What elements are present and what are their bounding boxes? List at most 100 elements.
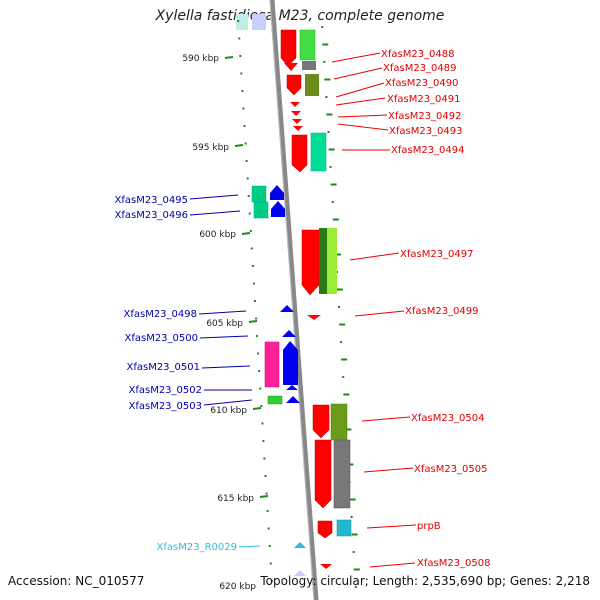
gene-XfasM23_0493[interactable]: [293, 126, 303, 131]
gene-XfasM23_0488[interactable]: [280, 29, 297, 67]
gene-XfasM23_0499[interactable]: [307, 315, 321, 320]
scale-label: 620 kbp: [219, 582, 256, 592]
gene-XfasM23_0498[interactable]: [280, 305, 294, 312]
tick-dot: [351, 533, 358, 536]
gene-XfasM23_0494[interactable]: [291, 134, 308, 173]
tick-dot: [246, 177, 249, 180]
tick-dot: [240, 72, 243, 75]
label-XfasM23_0496[interactable]: XfasM23_0496: [114, 210, 188, 221]
tick-dot: [327, 131, 330, 133]
gene-XfasM23_0497-lime[interactable]: [327, 228, 337, 294]
label-XfasM23_0489[interactable]: XfasM23_0489: [383, 63, 457, 74]
tick-dot: [263, 457, 266, 460]
gene-XfasM23_0504-olive[interactable]: [330, 403, 348, 441]
scale-tick: [259, 495, 269, 498]
tick-dot: [350, 516, 353, 518]
accession-text: Accession: NC_010577: [8, 574, 145, 588]
label-XfasM23_R0029[interactable]: XfasM23_R0029: [157, 542, 237, 553]
label-XfasM23_0492[interactable]: XfasM23_0492: [388, 111, 462, 122]
tick-dot: [255, 317, 258, 320]
forward-genes: [280, 29, 352, 569]
gene-XfasM23_0490-olive[interactable]: [305, 74, 319, 96]
gene-XfasM23_0489[interactable]: [284, 63, 298, 71]
tick-dot: [334, 253, 341, 256]
tick-dot: [262, 440, 265, 442]
tick-dot: [237, 20, 240, 22]
gene-XfasM23_0494-teal[interactable]: [310, 132, 327, 172]
scale-label: 590 kbp: [182, 54, 219, 64]
label-XfasM23_0491[interactable]: XfasM23_0491: [387, 94, 461, 105]
scale-tick: [234, 144, 244, 147]
gene-XfasM23_0489-gray[interactable]: [302, 61, 316, 70]
gene-XfasM23_0501[interactable]: [283, 341, 298, 385]
gene-XfasM23_R0029[interactable]: [294, 542, 306, 548]
gene-XfasM23_0490[interactable]: [286, 74, 302, 96]
scale-labels: 590 kbp 595 kbp 600 kbp 605 kbp 610 kbp …: [182, 54, 269, 592]
tick-dot: [343, 393, 350, 396]
gene-XfasM23_0508[interactable]: [320, 564, 332, 569]
label-XfasM23_0493[interactable]: XfasM23_0493: [389, 126, 463, 137]
gene-XfasM23_0497[interactable]: [301, 229, 320, 296]
genome-summary-text: Topology: circular; Length: 2,535,690 bp…: [260, 574, 590, 588]
tick-dot: [254, 300, 256, 302]
tick-dot: [321, 26, 324, 28]
label-XfasM23_0499[interactable]: XfasM23_0499: [405, 306, 479, 317]
tick-dot: [331, 201, 334, 203]
tick-dot: [243, 125, 246, 127]
tick-dot: [324, 78, 331, 81]
tick-dot: [338, 306, 340, 308]
gene-prpB-cyan[interactable]: [336, 519, 352, 537]
reverse-labels: XfasM23_0495 XfasM23_0496 XfasM23_0498 X…: [114, 194, 261, 553]
label-XfasM23_0504[interactable]: XfasM23_0504: [411, 413, 485, 424]
gene-XfasM23_0502[interactable]: [286, 385, 298, 390]
gene-XfasM23_0495[interactable]: [270, 185, 284, 200]
tick-dot: [251, 265, 254, 267]
gene-XfasM23_0505-gray[interactable]: [333, 439, 351, 509]
label-XfasM23_0503[interactable]: XfasM23_0503: [128, 401, 202, 412]
gene-XfasM23_0501-magenta[interactable]: [264, 341, 280, 388]
tick-dot: [257, 352, 260, 355]
tick-dot: [270, 580, 273, 582]
label-XfasM23_0495[interactable]: XfasM23_0495: [114, 195, 188, 206]
gene-faded-left[interactable]: [236, 14, 248, 30]
label-XfasM23_0494[interactable]: XfasM23_0494: [391, 145, 465, 156]
gene-prpB[interactable]: [317, 520, 333, 539]
genome-backbone-highlight: [269, 0, 315, 600]
tick-dot: [266, 510, 269, 512]
label-prpB[interactable]: prpB: [417, 521, 441, 532]
gene-XfasM23_0505[interactable]: [314, 439, 332, 509]
gene-XfasM23_0503-green[interactable]: [267, 395, 283, 405]
gene-XfasM23_0488-green[interactable]: [299, 29, 316, 61]
label-XfasM23_0508[interactable]: XfasM23_0508: [417, 558, 491, 569]
label-XfasM23_0505[interactable]: XfasM23_0505: [414, 464, 488, 475]
gene-XfasM23_0504[interactable]: [312, 404, 330, 439]
gene-XfasM23_0496-teal[interactable]: [253, 201, 269, 219]
tick-dot: [247, 195, 250, 197]
gene-XfasM23_0497-darkgreen[interactable]: [319, 228, 327, 294]
gene-XfasM23_0491[interactable]: [290, 102, 300, 107]
gene-faded-blue[interactable]: [252, 14, 266, 30]
gene-faded-bottom[interactable]: [294, 570, 306, 576]
tick-dot: [322, 43, 329, 46]
tick-dot: [347, 463, 354, 466]
label-XfasM23_0497[interactable]: XfasM23_0497: [400, 249, 474, 260]
gene-XfasM23_0503[interactable]: [286, 396, 300, 403]
label-XfasM23_0498[interactable]: XfasM23_0498: [123, 309, 197, 320]
gene-XfasM23_0492[interactable]: [291, 111, 301, 116]
tick-dot: [339, 323, 346, 326]
gene-XfasM23_0495-teal[interactable]: [251, 185, 267, 203]
label-XfasM23_0502[interactable]: XfasM23_0502: [128, 385, 202, 396]
tick-dot: [336, 288, 343, 291]
gene-XfasM23_0496[interactable]: [271, 201, 285, 217]
tick-dot: [265, 492, 268, 495]
tick-dot: [354, 586, 357, 588]
label-XfasM23_0501[interactable]: XfasM23_0501: [126, 362, 200, 373]
scale-tick: [248, 320, 258, 323]
gene-XfasM23_0500[interactable]: [282, 330, 296, 337]
label-XfasM23_0490[interactable]: XfasM23_0490: [385, 78, 459, 89]
tick-dot: [268, 545, 271, 547]
label-XfasM23_0488[interactable]: XfasM23_0488: [381, 49, 455, 60]
gene-XfasM23_0492b[interactable]: [292, 119, 302, 124]
label-XfasM23_0500[interactable]: XfasM23_0500: [124, 333, 198, 344]
